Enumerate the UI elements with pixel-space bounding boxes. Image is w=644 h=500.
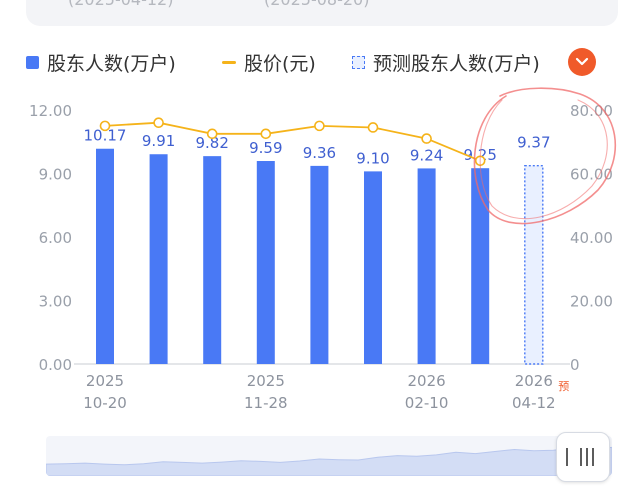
x-axis-ticks: 2025 10-20 2025 11-28 2026 02-10 2026 04-12预 [83, 372, 569, 412]
legend-price-swatch [222, 60, 236, 64]
x-tick-year: 2025 [86, 372, 124, 390]
price-point[interactable] [153, 117, 164, 128]
holders-bar[interactable] [417, 168, 436, 364]
navigator-area-path [46, 446, 612, 476]
holders-bar[interactable] [364, 171, 382, 364]
forecast-bar[interactable] [524, 164, 544, 365]
holders-value-label: 9.59 [249, 139, 282, 157]
range-navigator[interactable] [46, 436, 612, 476]
y-left-tick-label: 3.00 [39, 293, 72, 311]
holders-value-label: 9.36 [303, 144, 336, 162]
y-right-tick-label: 40.00 [570, 229, 613, 247]
summary-left-date: (2025-04-12) [68, 0, 173, 9]
holders-value-label: 9.82 [195, 134, 228, 152]
summary-right-date: (2025-08-20) [264, 0, 369, 9]
holders-bar[interactable] [471, 168, 490, 364]
y-axis-right: 0 20.00 40.00 60.00 80.00 [570, 102, 613, 374]
legend-forecast[interactable]: 预测股东人数(万户) [352, 50, 540, 75]
y-axis-left: 0.00 3.00 6.00 9.00 12.00 [29, 102, 72, 374]
price-point[interactable] [314, 120, 325, 132]
holders-bar[interactable] [149, 154, 168, 364]
x-tick-year: 2026 [515, 372, 553, 390]
x-tick-year: 2025 [247, 372, 285, 390]
y-left-tick-label: 12.00 [29, 102, 72, 120]
y-left-tick-label: 9.00 [39, 166, 72, 184]
y-right-tick-label: 80.00 [570, 102, 613, 120]
holders-value-label: 9.24 [410, 146, 443, 164]
legend-holders-swatch [26, 55, 39, 69]
summary-card-remnant: (2025-04-12) (2025-08-20) [26, 0, 618, 26]
forecast-badge: 预 [558, 380, 569, 393]
x-tick-year: 2026 [408, 372, 446, 390]
bar-series [96, 148, 544, 365]
legend-price-label: 股价(元) [244, 52, 316, 75]
price-line [104, 121, 481, 162]
x-tick-date: 04-12 [512, 394, 556, 412]
x-tick-date: 11-28 [244, 394, 288, 412]
forecast-value-label: 9.37 [517, 134, 550, 152]
navigator-area [46, 446, 612, 476]
y-left-tick-label: 0.00 [39, 356, 72, 374]
x-tick-date: 02-10 [405, 394, 449, 412]
y-left-tick-label: 6.00 [39, 229, 72, 247]
legend-holders-label: 股东人数(万户) [47, 52, 176, 75]
price-point[interactable] [421, 133, 432, 144]
y-right-tick-label: 0 [570, 356, 580, 374]
price-point[interactable] [99, 120, 111, 132]
y-right-tick-label: 20.00 [570, 293, 613, 311]
legend-forecast-label: 预测股东人数(万户) [373, 52, 540, 75]
price-point[interactable] [260, 128, 272, 140]
grip-icon [566, 448, 594, 466]
legend-holders[interactable]: 股东人数(万户) [26, 50, 176, 75]
red-circle-annotation-inner [479, 99, 608, 220]
price-point[interactable] [367, 122, 379, 133]
holders-value-label: 9.10 [356, 149, 389, 167]
red-circle-annotation [473, 87, 617, 225]
holders-value-label: 9.91 [142, 132, 175, 150]
holders-bar[interactable] [96, 148, 114, 364]
holders-value-label: 10.17 [84, 127, 127, 145]
legend-price[interactable]: 股价(元) [222, 50, 316, 75]
chevron-down-glyph [575, 57, 589, 66]
holders-bar[interactable] [310, 165, 329, 364]
holders-bar[interactable] [256, 161, 275, 364]
chart-legend: 股东人数(万户) 股价(元) 预测股东人数(万户) [0, 44, 644, 80]
chevron-down-icon[interactable] [568, 48, 596, 76]
y-right-tick-label: 60.00 [570, 166, 613, 184]
x-tick-date: 10-20 [83, 394, 127, 412]
legend-forecast-swatch [352, 55, 365, 69]
range-drag-handle[interactable] [556, 432, 610, 482]
price-point[interactable] [206, 128, 218, 140]
holders-bar[interactable] [203, 156, 222, 364]
